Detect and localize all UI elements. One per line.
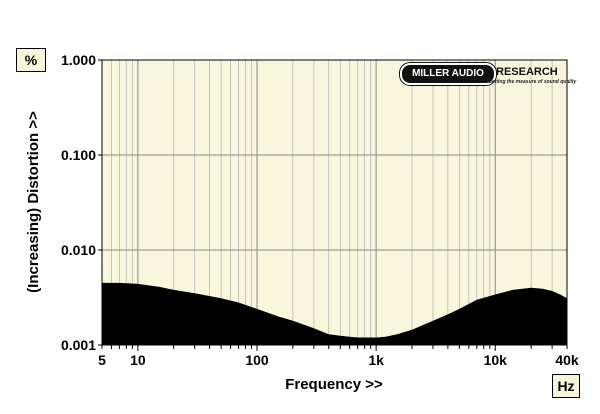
x-unit-label: Hz (552, 374, 580, 398)
y-axis-label: (Increasing) Distortion >> (25, 111, 42, 293)
x-tick-label: 10k (484, 352, 508, 368)
y-tick-labels: 1.000 0.100 0.010 0.001 (61, 52, 102, 353)
grid-lines (102, 60, 567, 345)
x-tick-label: 100 (245, 352, 269, 368)
y-tick-label: 1.000 (61, 52, 96, 68)
y-unit-label: % (16, 48, 46, 72)
logo-tagline: Getting the measure of sound quality (488, 79, 577, 85)
plot-border (101, 59, 568, 346)
x-tick-label: 1k (368, 352, 384, 368)
x-tick-labels: 5 10 100 1k 10k 40k (98, 345, 579, 368)
x-axis-label: Frequency >> (285, 376, 383, 393)
y-tick-label: 0.010 (61, 242, 96, 258)
y-tick-label: 0.001 (61, 337, 96, 353)
y-tick-label: 0.100 (61, 147, 96, 163)
logo-name-right: RESEARCH (496, 66, 558, 78)
x-tick-label: 10 (130, 352, 146, 368)
x-tick-label: 40k (555, 352, 579, 368)
logo-name-left: MILLER AUDIO (400, 63, 496, 85)
miller-audio-research-logo: MILLER AUDIO RESEARCH Getting the measur… (400, 63, 576, 93)
distortion-area-series (102, 282, 567, 345)
x-tick-label: 5 (98, 352, 106, 368)
